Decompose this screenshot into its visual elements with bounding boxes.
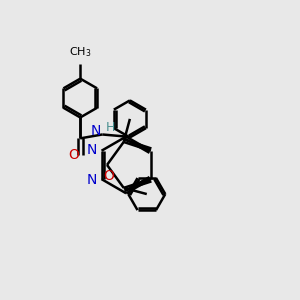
Text: N: N	[87, 173, 97, 187]
Text: O: O	[68, 148, 79, 162]
Text: N: N	[90, 124, 101, 138]
Text: O: O	[103, 169, 114, 183]
Text: H: H	[106, 122, 116, 134]
Text: CH$_3$: CH$_3$	[69, 45, 92, 59]
Text: N: N	[87, 143, 97, 157]
